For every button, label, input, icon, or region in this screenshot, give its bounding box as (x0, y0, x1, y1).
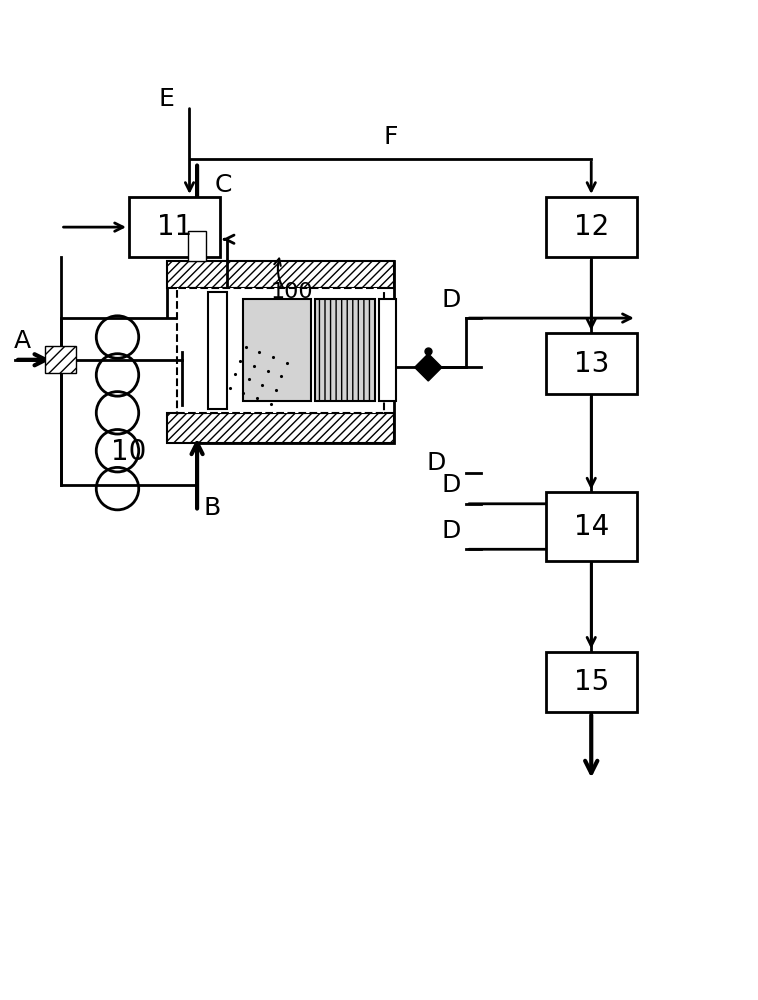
FancyBboxPatch shape (188, 231, 206, 261)
FancyBboxPatch shape (546, 333, 637, 394)
Text: E: E (159, 87, 174, 111)
Text: F: F (383, 125, 398, 149)
Polygon shape (415, 354, 442, 381)
FancyBboxPatch shape (177, 288, 384, 413)
Text: D: D (441, 288, 461, 312)
Text: 100: 100 (271, 282, 313, 302)
Text: D: D (441, 519, 461, 543)
Text: 15: 15 (574, 668, 609, 696)
Text: A: A (14, 329, 31, 353)
Text: D: D (441, 473, 461, 497)
Text: 12: 12 (574, 213, 609, 241)
FancyBboxPatch shape (167, 261, 394, 443)
FancyBboxPatch shape (546, 492, 637, 561)
FancyBboxPatch shape (546, 197, 637, 257)
FancyBboxPatch shape (167, 261, 394, 288)
FancyBboxPatch shape (129, 197, 220, 257)
FancyBboxPatch shape (546, 652, 637, 712)
FancyBboxPatch shape (379, 299, 396, 401)
FancyBboxPatch shape (243, 299, 311, 401)
Text: 10: 10 (111, 438, 146, 466)
Text: 11: 11 (157, 213, 192, 241)
FancyBboxPatch shape (167, 413, 394, 443)
Text: 13: 13 (574, 350, 609, 378)
FancyBboxPatch shape (45, 346, 76, 373)
FancyBboxPatch shape (61, 318, 197, 485)
Text: 14: 14 (574, 513, 609, 541)
FancyBboxPatch shape (315, 299, 375, 401)
FancyBboxPatch shape (208, 292, 227, 409)
Text: D: D (426, 451, 446, 475)
Text: B: B (204, 496, 221, 520)
Text: C: C (215, 173, 232, 197)
